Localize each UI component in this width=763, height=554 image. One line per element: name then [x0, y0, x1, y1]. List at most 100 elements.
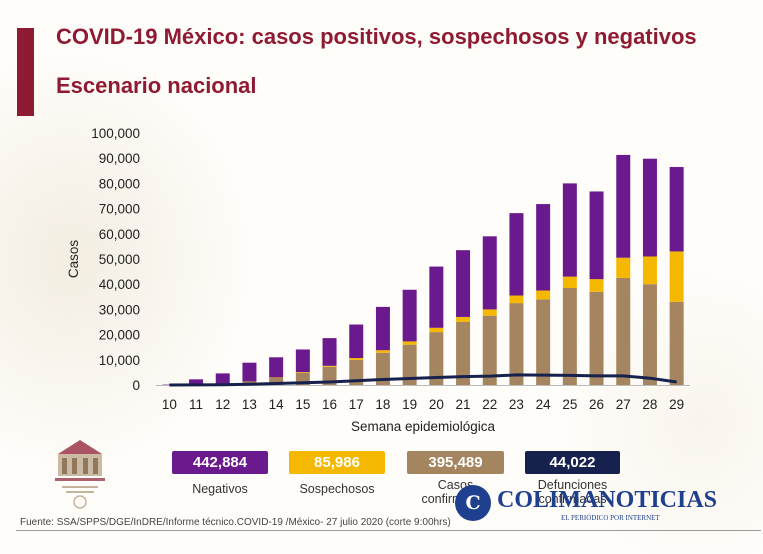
x-tick-label: 10	[162, 397, 177, 412]
bar-confirmados-23	[509, 303, 524, 385]
bar-negativos-12	[215, 373, 230, 384]
bar-negativos-22	[482, 236, 497, 310]
x-tick-label: 22	[482, 397, 497, 412]
bar-negativos-21	[456, 250, 471, 317]
watermark-tagline: EL PERIÓDICO POR INTERNET	[561, 514, 660, 522]
x-tick-label: 21	[456, 397, 471, 412]
x-tick-label: 25	[562, 397, 577, 412]
x-tick-label: 11	[189, 397, 203, 412]
bar-negativos-11	[189, 379, 204, 385]
source-note: Fuente: SSA/SPPS/DGE/InDRE/Informe técni…	[20, 517, 451, 528]
bar-negativos-24	[536, 204, 551, 291]
bar-negativos-20	[429, 266, 444, 328]
bar-confirmados-20	[429, 332, 444, 385]
stacked-bar-chart: 0 10,000 20,000 30,000 40,000 50,000 60,000 70,…	[66, 126, 690, 434]
x-tick-label: 12	[215, 397, 230, 412]
y-tick-label: 100,000	[91, 126, 140, 141]
x-tick-label: 13	[242, 397, 257, 412]
y-tick-label: 50,000	[99, 252, 140, 267]
bar-negativos-18	[375, 306, 390, 351]
title-accent-bar	[17, 28, 34, 116]
y-tick-label: 80,000	[99, 176, 140, 191]
page-title: COVID-19 México: casos positivos, sospec…	[56, 24, 697, 49]
bar-confirmados-25	[562, 287, 577, 385]
bar-negativos-17	[349, 324, 364, 359]
x-tick-label: 28	[642, 397, 657, 412]
x-tick-label: 20	[429, 397, 444, 412]
government-seal-icon	[55, 440, 105, 509]
y-tick-label: 70,000	[99, 202, 140, 217]
negativos-label: Negativos	[192, 482, 248, 496]
bar-confirmados-17	[349, 359, 364, 385]
x-axis-label: Semana epidemiológica	[351, 419, 496, 434]
bar-sospechosos-22	[482, 309, 497, 316]
x-tick-label: 29	[669, 397, 684, 412]
bar-sospechosos-17	[349, 358, 364, 360]
bar-sospechosos-24	[536, 290, 551, 300]
bar-confirmados-26	[589, 291, 604, 385]
bar-sospechosos-20	[429, 327, 444, 333]
bar-confirmados-24	[536, 299, 551, 385]
y-tick-label: 0	[132, 378, 140, 393]
x-tick-label: 27	[616, 397, 631, 412]
bar-confirmados-21	[456, 322, 471, 385]
watermark-logo-icon: C	[455, 485, 491, 521]
bar-sospechosos-21	[456, 316, 471, 322]
x-tick-label: 23	[509, 397, 524, 412]
sospechosos-total-badge: 85,986	[289, 451, 385, 474]
x-tick-label: 19	[402, 397, 417, 412]
bar-negativos-25	[562, 183, 577, 277]
bar-negativos-29	[669, 167, 684, 252]
bar-confirmados-29	[669, 301, 684, 385]
line-defunciones	[169, 373, 677, 387]
bar-negativos-16	[322, 338, 337, 366]
negativos-total-badge: 442,884	[172, 451, 268, 474]
x-tick-label: 26	[589, 397, 604, 412]
confirmados-total-badge: 395,489	[407, 451, 504, 474]
bar-sospechosos-28	[642, 256, 657, 285]
bar-sospechosos-23	[509, 295, 524, 304]
x-tick-label: 24	[536, 397, 552, 412]
bar-sospechosos-27	[616, 257, 631, 278]
bar-sospechosos-25	[562, 276, 577, 288]
y-axis-label: Casos	[66, 240, 81, 279]
bar-negativos-27	[616, 154, 631, 258]
bar-sospechosos-14	[269, 377, 284, 378]
footer-divider	[16, 530, 761, 531]
x-tick-label: 14	[269, 397, 285, 412]
sospechosos-label: Sospechosos	[299, 482, 375, 496]
bar-confirmados-19	[402, 344, 417, 385]
x-tick-label: 16	[322, 397, 337, 412]
bar-confirmados-14	[269, 377, 284, 385]
bar-confirmados-28	[642, 284, 657, 385]
bar-negativos-23	[509, 213, 524, 296]
x-tick-label: 17	[349, 397, 364, 412]
watermark: C COLIMANOTICIAS EL PERIÓDICO POR INTERN…	[455, 485, 725, 525]
x-tick-label: 15	[295, 397, 310, 412]
bar-confirmados-18	[375, 352, 390, 385]
bar-sospechosos-16	[322, 365, 337, 367]
bar-sospechosos-15	[295, 372, 310, 373]
y-tick-label: 60,000	[99, 227, 140, 242]
bar-confirmados-22	[482, 315, 497, 385]
y-tick-label: 90,000	[99, 151, 140, 166]
bar-negativos-14	[269, 357, 284, 378]
y-tick-label: 40,000	[99, 277, 140, 292]
bar-sospechosos-26	[589, 279, 604, 292]
bar-negativos-26	[589, 191, 604, 280]
bar-sospechosos-19	[402, 341, 417, 345]
bar-confirmados-27	[616, 277, 631, 385]
y-tick-label: 20,000	[99, 328, 140, 343]
bar-negativos-15	[295, 349, 310, 373]
page-subtitle: Escenario nacional	[56, 73, 257, 98]
watermark-name: COLIMANOTICIAS	[497, 487, 718, 513]
bar-negativos-13	[242, 362, 257, 382]
defunciones-total-badge: 44,022	[525, 451, 620, 474]
bar-sospechosos-18	[375, 350, 390, 353]
y-tick-label: 10,000	[99, 353, 140, 368]
x-tick-label: 18	[375, 397, 390, 412]
bar-sospechosos-29	[669, 251, 684, 302]
bar-negativos-19	[402, 289, 417, 342]
y-tick-label: 30,000	[99, 302, 140, 317]
